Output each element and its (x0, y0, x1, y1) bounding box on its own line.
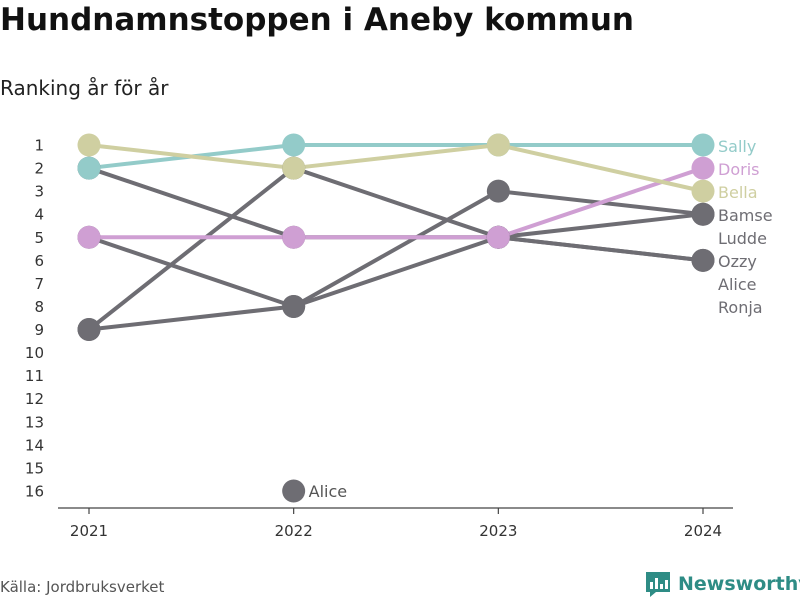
y-tick-label: 3 (34, 183, 44, 201)
end-label-ronja: Ronja (718, 298, 763, 317)
y-tick-label: 7 (34, 275, 44, 293)
annotation-label: Alice (309, 482, 347, 501)
end-label-ozzy: Ozzy (718, 252, 757, 271)
x-tick-label: 2023 (479, 522, 517, 540)
end-label-bella: Bella (718, 183, 758, 202)
series-point-doris (486, 225, 510, 249)
series-point-ludde (691, 202, 715, 226)
newsworthy-logo-icon (646, 572, 670, 597)
series-point-doris (691, 156, 715, 180)
y-tick-label: 10 (25, 344, 44, 362)
series-point-bella (486, 133, 510, 157)
source-note: Källa: Jordbruksverket (0, 578, 165, 596)
series-labels: Sally Doris Bella Bamse Ludde Ozzy Alice Ronja A… (309, 137, 773, 501)
y-tick-label: 1 (34, 137, 44, 155)
y-tick-label: 13 (25, 413, 44, 431)
series-line-bella (88, 143, 704, 194)
series-points (77, 133, 715, 503)
series-line-ozzy (88, 166, 704, 263)
y-tick-label: 11 (25, 367, 44, 385)
series-lines (87, 143, 704, 332)
end-label-sally: Sally (718, 137, 756, 156)
series-line-ludde (88, 189, 704, 332)
chart-subtitle: Ranking år för år (0, 76, 169, 100)
x-tick-label: 2021 (70, 522, 108, 540)
series-point-ludde (77, 318, 101, 342)
end-label-bamse: Bamse (718, 206, 773, 225)
series-point-bella (691, 179, 715, 203)
y-tick-label: 15 (25, 459, 44, 477)
y-tick-label: 12 (25, 390, 44, 408)
y-tick-label: 16 (25, 483, 44, 501)
series-point-sally (691, 133, 715, 157)
series-point-bella (77, 133, 101, 157)
series-point-doris (282, 225, 306, 249)
series-point-bella (282, 156, 306, 180)
series-line-ronja (88, 235, 704, 309)
x-tick-label: 2022 (275, 522, 313, 540)
end-label-ludde: Ludde (718, 229, 767, 248)
series-line-bamse (87, 166, 704, 332)
series-point-ludde (486, 179, 510, 203)
series-point-ronja (282, 294, 306, 318)
chart-title: Hundnamnstoppen i Aneby kommun (0, 2, 634, 38)
x-tick-label: 2024 (684, 522, 722, 540)
series-point-doris (77, 225, 101, 249)
y-tick-label: 6 (34, 252, 44, 270)
y-tick-label: 14 (25, 436, 44, 454)
brand-logo: Newsworthy (644, 570, 800, 598)
brand-name: Newsworthy (678, 573, 800, 595)
end-label-doris: Doris (718, 160, 759, 179)
series-point-alice (282, 479, 306, 503)
y-tick-label: 5 (34, 229, 44, 247)
end-label-alice: Alice (718, 275, 756, 294)
series-point-ronja (691, 248, 715, 272)
series-line-doris (89, 166, 704, 240)
y-tick-label: 9 (34, 321, 44, 339)
series-point-sally (282, 133, 306, 157)
series-point-sally (77, 156, 101, 180)
y-tick-label: 2 (34, 160, 44, 178)
y-tick-label: 8 (34, 298, 44, 316)
y-tick-label: 4 (34, 206, 44, 224)
